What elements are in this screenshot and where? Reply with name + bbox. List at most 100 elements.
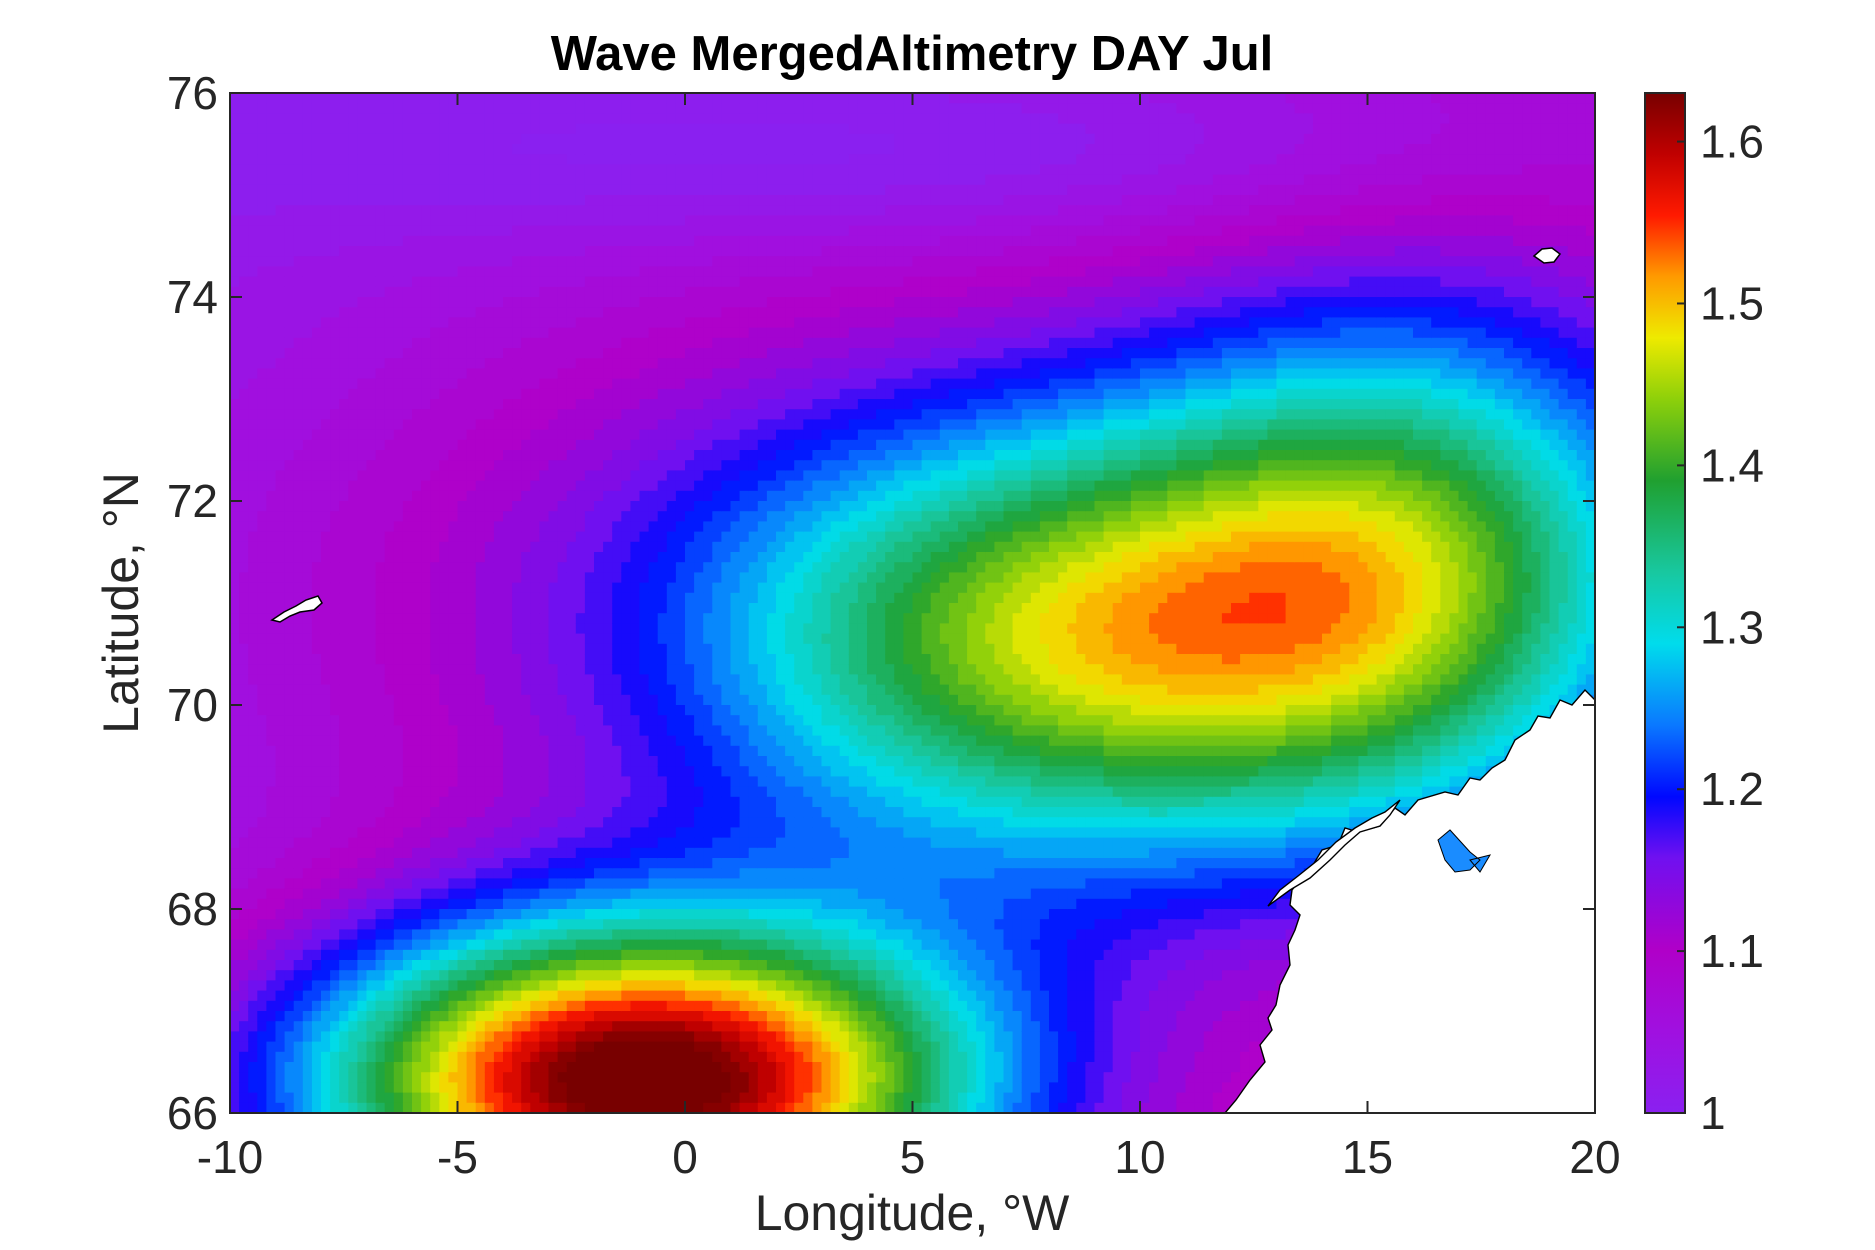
contour-cell [639,837,650,849]
contour-cell [548,439,559,451]
contour-cell [639,439,650,451]
contour-cell [375,184,386,196]
contour-cell [239,470,249,482]
contour-cell [412,868,422,879]
contour-cell [402,470,413,482]
contour-cell [239,878,249,890]
contour-cell [675,266,686,278]
contour-cell [657,725,668,737]
contour-cell [448,745,459,757]
contour-cell [457,286,468,298]
contour-cell [612,633,622,645]
contour-cell [421,919,431,930]
contour-cell [584,715,595,726]
contour-cell [648,541,659,553]
contour-cell [621,990,631,1002]
contour-cell [503,990,513,1002]
contour-cell [275,103,286,114]
contour-cell [493,990,504,1002]
contour-cell [675,756,686,767]
contour-cell [302,123,313,135]
contour-cell [412,674,422,686]
contour-cell [566,715,577,726]
contour-cell [384,980,395,992]
contour-cell [566,725,577,737]
contour-cell [412,225,422,237]
contour-cell [675,327,686,339]
contour-cell [603,327,613,339]
contour-cell [666,939,677,951]
contour-cell [348,1072,358,1083]
contour-cell [384,164,395,176]
contour-cell [675,796,686,808]
contour-cell [466,766,477,777]
contour-cell [430,633,440,645]
contour-cell [302,399,313,410]
contour-cell [393,562,404,573]
contour-cell [448,796,459,808]
contour-cell [621,858,631,869]
contour-cell [548,664,559,675]
contour-cell [548,970,559,981]
contour-cell [321,756,331,767]
contour-cell [548,939,559,951]
contour-cell [657,235,668,247]
contour-cell [430,623,440,635]
contour-cell [575,1051,586,1063]
contour-cell [375,480,386,492]
contour-cell [557,735,568,747]
contour-cell [666,684,677,696]
contour-cell [321,705,331,716]
contour-cell [266,541,277,553]
contour-cell [548,603,559,614]
contour-cell [311,1051,322,1063]
contour-cell [230,501,240,512]
contour-cell [594,317,604,329]
contour-cell [621,735,631,747]
contour-cell [657,694,668,706]
contour-cell [384,409,395,420]
contour-cell [484,317,495,329]
contour-cell [539,1062,550,1073]
contour-cell [657,592,668,604]
contour-cell [466,184,477,196]
contour-cell [230,93,240,104]
contour-cell [393,756,404,767]
contour-cell [284,409,295,420]
contour-cell [330,501,340,512]
contour-cell [239,1072,249,1083]
contour-cell [230,1092,240,1104]
contour-cell [639,429,650,441]
contour-cell [339,1011,349,1022]
contour-cell [439,674,449,686]
contour-cell [675,674,686,686]
contour-cell [521,276,531,288]
contour-cell [448,378,459,390]
contour-cell [648,501,659,512]
contour-cell [248,929,258,941]
contour-cell [375,776,386,788]
contour-cell [512,286,522,298]
contour-cell [412,103,422,114]
contour-cell [439,154,449,165]
contour-cell [384,184,395,196]
contour-cell [675,735,686,747]
contour-cell [630,490,641,502]
contour-cell [521,205,531,216]
contour-cell [257,93,267,104]
contour-cell [530,103,540,114]
contour-cell [412,603,422,614]
contour-cell [330,307,340,318]
contour-cell [484,817,495,828]
contour-cell [430,654,440,665]
contour-cell [311,358,322,369]
contour-cell [421,970,431,981]
contour-cell [257,664,267,675]
contour-cell [512,501,522,512]
contour-cell [493,144,504,155]
contour-cell [539,674,550,686]
contour-cell [475,909,486,920]
contour-cell [484,1082,495,1094]
contour-cell [339,725,349,737]
contour-cell [448,929,459,941]
